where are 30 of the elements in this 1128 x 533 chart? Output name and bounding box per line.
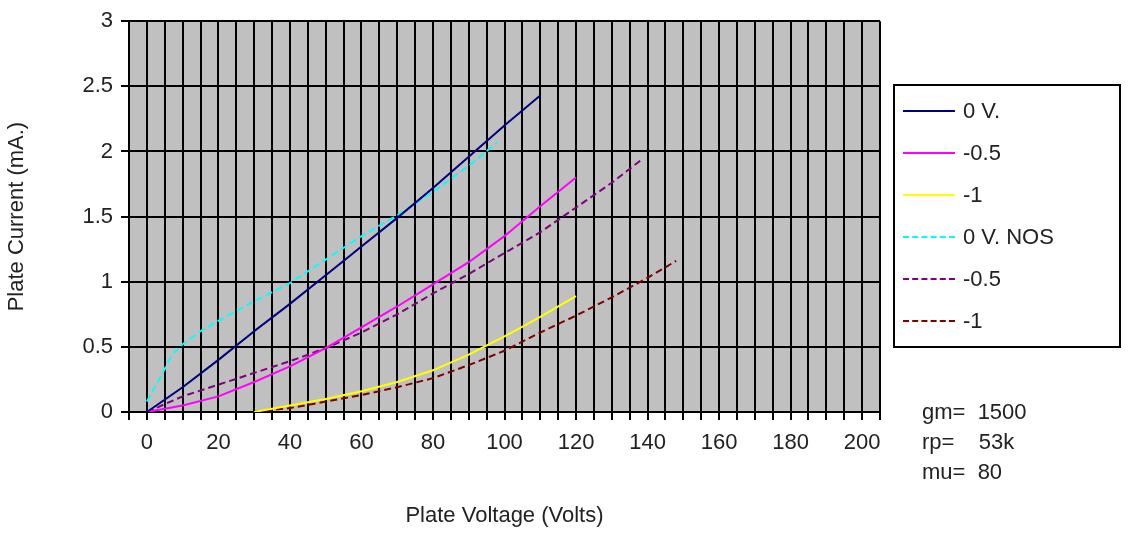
x-tick-label: 80 <box>420 429 446 455</box>
y-axis-title: Plate Current (mA.) <box>3 121 29 312</box>
y-tick-label: 1.5 <box>82 202 113 228</box>
x-tick-label: 0 <box>140 429 154 455</box>
x-tick-label: 140 <box>629 429 666 455</box>
line-series <box>145 141 499 403</box>
y-tick-label: 0 <box>100 398 113 424</box>
y-tick-label: 3 <box>100 7 113 33</box>
legend-label: -0.5 <box>963 266 1001 292</box>
y-tick-label: 2 <box>100 137 113 163</box>
x-tick-label: 60 <box>349 429 374 455</box>
text: gm= 1500 <box>922 398 1027 426</box>
y-tick-label: 2.5 <box>82 72 113 98</box>
legend-label: -1 <box>963 308 983 334</box>
x-tick-label: 40 <box>277 429 303 455</box>
text: rp= 53k <box>922 428 1016 456</box>
legend-label: -0.5 <box>963 140 1001 166</box>
x-tick-label: 100 <box>486 429 523 455</box>
x-tick-label: 20 <box>206 429 231 455</box>
y-tick-label: 0.5 <box>82 332 113 358</box>
x-tick-label: 180 <box>772 429 809 455</box>
text: mu= 80 <box>922 458 1004 486</box>
legend-label: -1 <box>963 182 983 208</box>
legend-label: 0 V. <box>963 98 1001 124</box>
x-axis-title: Plate Voltage (Volts) <box>405 501 604 527</box>
x-tick-label: 200 <box>843 429 881 455</box>
x-tick-label: 120 <box>557 429 595 455</box>
legend-label: 0 V. NOS <box>963 224 1054 250</box>
y-tick-label: 1 <box>100 267 113 293</box>
x-tick-label: 160 <box>700 429 738 455</box>
